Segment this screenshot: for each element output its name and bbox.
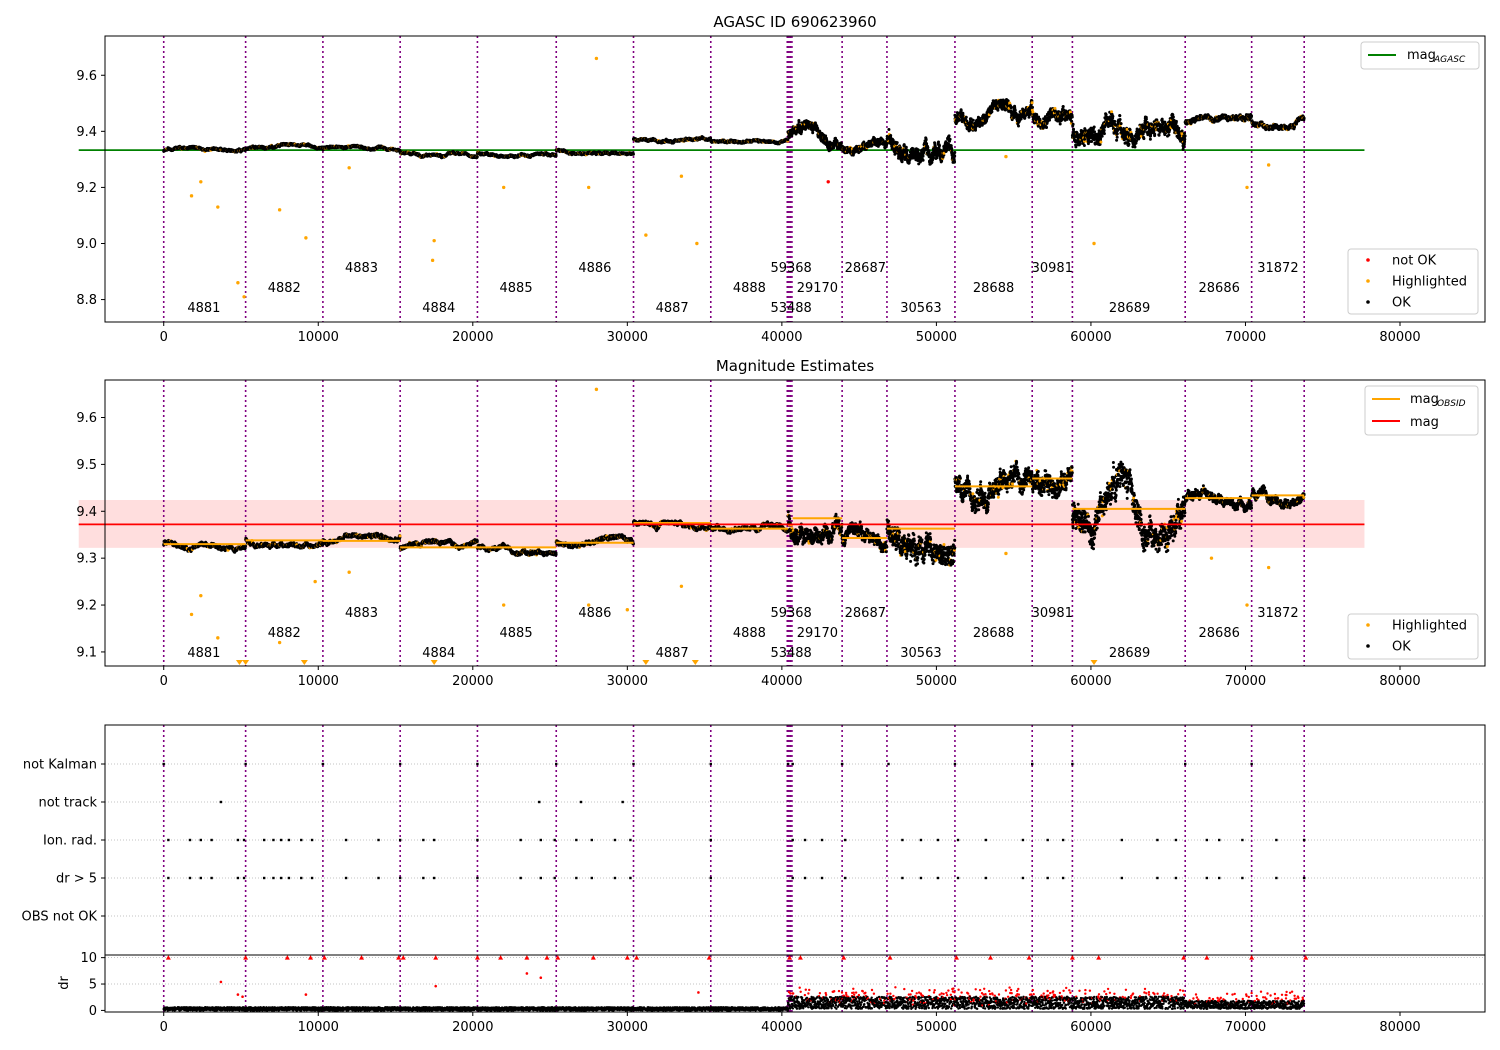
data-point xyxy=(816,126,820,130)
data-point xyxy=(709,136,713,140)
data-point xyxy=(475,155,479,159)
panel-agasc-scatter: 4881488248834884488548864887488859368534… xyxy=(78,36,1365,322)
data-point xyxy=(839,142,843,146)
data-point xyxy=(797,120,801,124)
data-point xyxy=(811,131,815,135)
data-point xyxy=(631,152,635,156)
data-point xyxy=(554,154,558,158)
chart-title: AGASC ID 690623960 xyxy=(713,13,876,31)
